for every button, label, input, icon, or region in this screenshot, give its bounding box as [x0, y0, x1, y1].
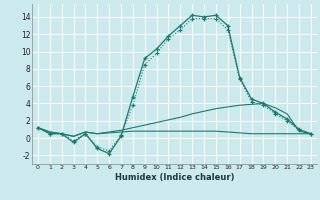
X-axis label: Humidex (Indice chaleur): Humidex (Indice chaleur) — [115, 173, 234, 182]
